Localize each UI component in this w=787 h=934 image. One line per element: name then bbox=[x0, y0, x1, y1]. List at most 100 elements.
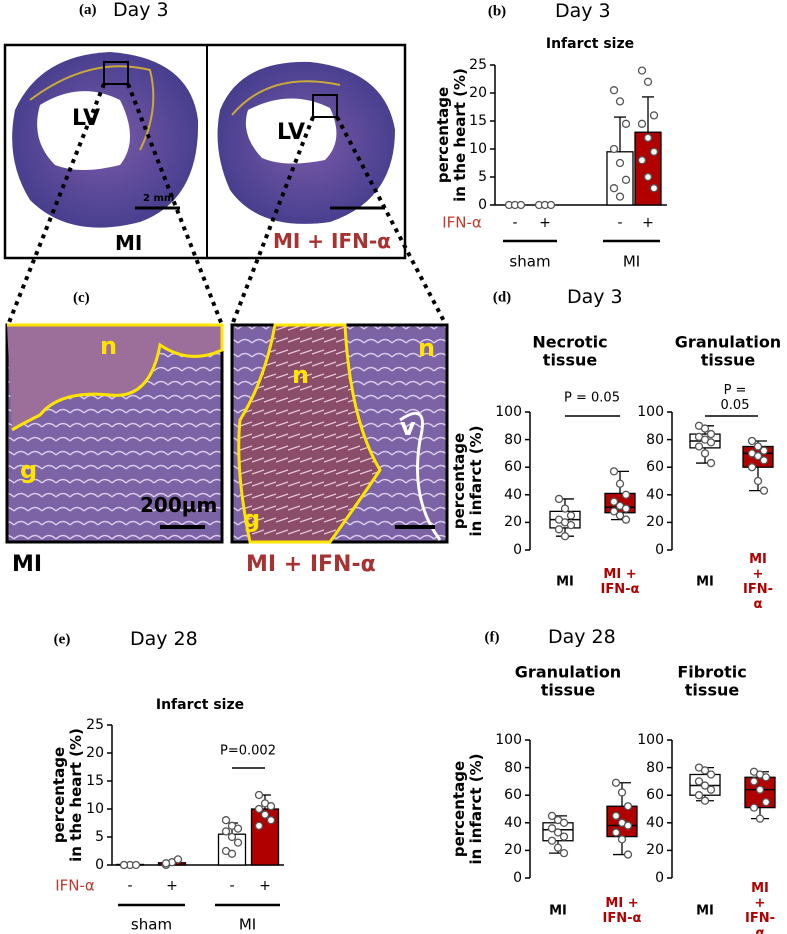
group-label: MI bbox=[238, 915, 257, 934]
data-point bbox=[615, 158, 625, 168]
data-point bbox=[161, 859, 171, 868]
data-point bbox=[221, 827, 231, 836]
x-tick-label: MI + IFN-α bbox=[600, 567, 640, 597]
vessel bbox=[399, 411, 442, 541]
region-label: n bbox=[292, 361, 310, 389]
region-label: g bbox=[243, 505, 261, 533]
data-point bbox=[559, 832, 569, 841]
data-point bbox=[131, 860, 141, 870]
factor-level: + bbox=[539, 214, 551, 231]
y-tick-label: 20 bbox=[504, 514, 522, 531]
data-point bbox=[706, 438, 716, 447]
data-point bbox=[749, 777, 759, 786]
panel-title: Day 3 bbox=[113, 0, 169, 21]
bar bbox=[634, 131, 662, 206]
y-axis-label: percentage in infarct (%) bbox=[449, 753, 485, 865]
data-point bbox=[221, 816, 231, 825]
panel-label: (c) bbox=[73, 290, 90, 306]
panel-label: (b) bbox=[487, 3, 507, 20]
region-label: n bbox=[100, 332, 118, 360]
y-tick-label: 15 bbox=[469, 112, 487, 129]
data-point bbox=[700, 424, 710, 433]
data-point bbox=[637, 156, 647, 165]
y-tick-label: 100 bbox=[637, 403, 664, 420]
data-point bbox=[547, 824, 557, 833]
data-point bbox=[747, 463, 757, 472]
y-tick-label: 100 bbox=[495, 731, 522, 748]
scale-label: 2 mm bbox=[143, 193, 175, 204]
y-tick-label: 80 bbox=[504, 431, 522, 448]
factor-level: + bbox=[166, 877, 178, 894]
data-point bbox=[649, 111, 659, 120]
necrotic-region bbox=[7, 323, 224, 432]
x-tick-label: MI bbox=[696, 903, 714, 919]
data-point bbox=[621, 515, 631, 524]
data-point bbox=[560, 532, 570, 541]
data-point bbox=[637, 66, 647, 75]
data-point bbox=[609, 467, 619, 476]
y-tick-label: 60 bbox=[504, 787, 522, 804]
y-axis-label: percentage in infarct (%) bbox=[449, 425, 485, 537]
data-point bbox=[759, 486, 769, 495]
chart-subtitle: Infarct size bbox=[545, 35, 635, 52]
data-point bbox=[623, 821, 633, 830]
data-point bbox=[694, 442, 704, 451]
chart-subtitle: Necrotic tissue bbox=[532, 332, 608, 370]
panel-label: (f) bbox=[484, 629, 500, 646]
data-point bbox=[700, 449, 710, 458]
data-point bbox=[621, 175, 631, 184]
region-label: v bbox=[400, 413, 416, 441]
annotation: P=0.002 bbox=[220, 743, 276, 759]
group-label: sham bbox=[130, 915, 173, 934]
group-label: sham bbox=[509, 252, 551, 271]
y-tick-label: 0 bbox=[478, 196, 487, 213]
y-tick-label: 80 bbox=[646, 431, 664, 448]
data-point bbox=[706, 429, 716, 439]
y-tick-label: 20 bbox=[646, 514, 664, 531]
y-tick-label: 60 bbox=[646, 787, 664, 804]
data-point bbox=[559, 849, 569, 858]
data-point bbox=[553, 843, 563, 852]
data-point bbox=[516, 200, 526, 210]
data-point bbox=[609, 144, 619, 154]
lumen bbox=[37, 91, 131, 170]
chart-subtitle: Granulation tissue bbox=[514, 662, 622, 700]
data-point bbox=[706, 785, 716, 794]
data-point bbox=[615, 192, 625, 201]
x-tick-label: MI bbox=[549, 903, 567, 919]
data-point bbox=[227, 832, 237, 842]
x-tick-label: MI + IFN-α bbox=[602, 896, 642, 926]
data-point bbox=[611, 778, 621, 787]
data-point bbox=[173, 855, 183, 864]
data-point bbox=[233, 838, 243, 847]
y-tick-label: 10 bbox=[469, 140, 487, 157]
data-point bbox=[609, 497, 619, 506]
data-point bbox=[643, 133, 653, 142]
y-tick-label: 20 bbox=[469, 84, 487, 101]
y-tick-label: 25 bbox=[469, 56, 487, 73]
y-tick-label: 60 bbox=[504, 459, 522, 476]
image-label: MI + IFN-α bbox=[246, 552, 376, 577]
y-tick-label: 40 bbox=[646, 814, 664, 831]
data-point bbox=[609, 184, 619, 193]
factor-level: - bbox=[617, 214, 623, 231]
data-point bbox=[254, 821, 264, 830]
data-point bbox=[621, 490, 631, 499]
scale-label: 200µm bbox=[140, 493, 218, 517]
data-point bbox=[623, 802, 633, 811]
infarct-border bbox=[231, 80, 341, 116]
zoom-box bbox=[103, 61, 129, 85]
data-point bbox=[761, 773, 771, 782]
data-point bbox=[566, 521, 576, 530]
data-point bbox=[700, 796, 710, 805]
data-point bbox=[621, 119, 631, 128]
factor-label: IFN-α bbox=[442, 213, 482, 232]
data-point bbox=[554, 525, 564, 534]
data-point bbox=[761, 797, 771, 807]
data-point bbox=[643, 77, 653, 86]
data-point bbox=[617, 788, 627, 797]
y-tick-label: 15 bbox=[86, 772, 104, 789]
y-tick-label: 40 bbox=[504, 814, 522, 831]
data-point bbox=[609, 507, 619, 516]
